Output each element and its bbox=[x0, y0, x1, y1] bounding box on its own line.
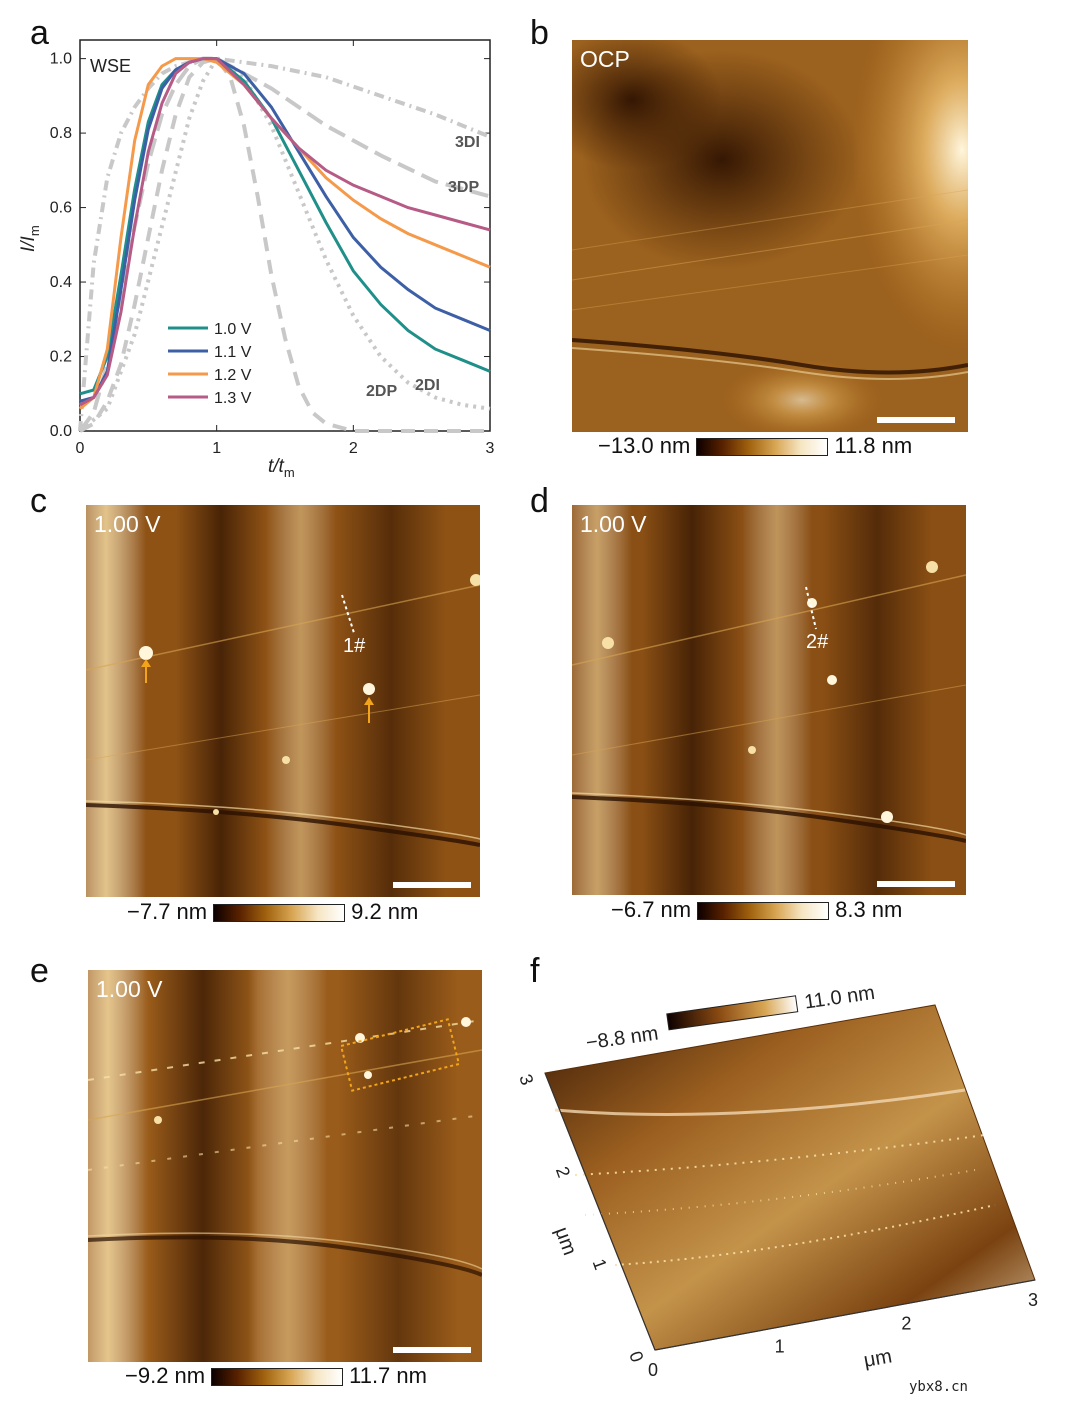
y-tick-label: 0.8 bbox=[50, 125, 72, 142]
model-label-2di: 2DI bbox=[415, 377, 440, 394]
colorbar-d-min: −6.7 nm bbox=[611, 897, 692, 922]
panel-label-f: f bbox=[530, 952, 540, 990]
panel-label-e: e bbox=[30, 952, 49, 990]
panel-label-b: b bbox=[530, 14, 549, 52]
x-tick-label: 1 bbox=[212, 440, 221, 457]
y-tick-label: 0.0 bbox=[50, 423, 72, 440]
scale-bar-d bbox=[877, 881, 955, 887]
x-tick-label-f: 0 bbox=[648, 1360, 658, 1380]
afm-topography-e bbox=[88, 970, 482, 1362]
data-series bbox=[79, 57, 491, 410]
x-tick-label: 0 bbox=[76, 440, 85, 457]
legend: 1.0 V 1.1 V 1.2 V 1.3 V bbox=[168, 321, 252, 407]
afm-tag-d: 1.00 V bbox=[580, 511, 647, 537]
chart-ticks: 0 1 2 3 0.0 0.2 0.4 0.6 0.8 1.0 bbox=[50, 40, 495, 457]
colorbar-e-min: −9.2 nm bbox=[125, 1363, 206, 1388]
colorbar-b-max: 11.8 nm bbox=[834, 433, 913, 458]
colorbar-c-gradient bbox=[213, 904, 346, 923]
y-axis-unit-f: μm bbox=[550, 1224, 580, 1258]
series-line-13V bbox=[79, 57, 491, 407]
marker-2: 2# bbox=[806, 631, 829, 653]
y-tick-label: 0.2 bbox=[50, 349, 72, 366]
colorbar-d-max: 8.3 nm bbox=[835, 897, 903, 922]
colorbar-f-gradient bbox=[666, 995, 799, 1031]
colorbar-c-max: 9.2 nm bbox=[351, 899, 419, 924]
colorbar-e-gradient bbox=[211, 1368, 344, 1387]
panel-label-a: a bbox=[30, 14, 49, 52]
scale-bar-c bbox=[393, 882, 471, 888]
x-axis-label: t/tm bbox=[268, 456, 295, 480]
colorbar-b-min: −13.0 nm bbox=[598, 433, 691, 458]
colorbar-e-max: 11.7 nm bbox=[349, 1363, 427, 1388]
afm-image-c: 1.00 V 1# bbox=[86, 505, 480, 897]
colorbar-b-gradient bbox=[696, 438, 829, 457]
x-tick-label-f: 3 bbox=[1028, 1290, 1038, 1310]
legend-label: 1.1 V bbox=[214, 344, 252, 361]
panel-label-d: d bbox=[530, 482, 549, 520]
watermark: ybx8.cn bbox=[908, 1379, 968, 1395]
y-tick-label-f: 3 bbox=[515, 1072, 537, 1088]
colorbar-d-gradient bbox=[697, 902, 830, 921]
colorbar-f-min: −8.8 nm bbox=[585, 1022, 660, 1054]
colorbar-b: −13.0 nm 11.8 nm bbox=[598, 433, 912, 459]
surface-3d bbox=[544, 1004, 1036, 1351]
y-tick-label: 1.0 bbox=[50, 51, 72, 68]
x-axis-unit-f: μm bbox=[862, 1345, 894, 1372]
afm-tag-c: 1.00 V bbox=[94, 511, 161, 537]
x-tick-label-f: 2 bbox=[901, 1313, 911, 1333]
x-tick-label: 3 bbox=[486, 440, 495, 457]
legend-label: 1.3 V bbox=[214, 390, 252, 407]
afm-topography-c bbox=[86, 505, 480, 897]
marker-1: 1# bbox=[343, 635, 366, 657]
model-label-2dp: 2DP bbox=[366, 383, 397, 400]
legend-label: 1.2 V bbox=[214, 367, 252, 384]
y-tick-label-f: 2 bbox=[552, 1164, 574, 1180]
afm-image-b: OCP bbox=[572, 40, 968, 432]
scale-bar-e bbox=[393, 1347, 471, 1353]
plot-frame bbox=[79, 39, 491, 432]
colorbar-e: −9.2 nm 11.7 nm bbox=[125, 1363, 427, 1389]
y-axis-label: I/Im bbox=[18, 225, 42, 252]
colorbar-f-max: 11.0 nm bbox=[803, 982, 876, 1014]
y-tick-label: 0.4 bbox=[50, 274, 72, 291]
legend-label: 1.0 V bbox=[214, 321, 252, 338]
colorbar-c-min: −7.7 nm bbox=[127, 899, 208, 924]
x-tick-label-f: 1 bbox=[775, 1337, 785, 1357]
series-line-12V bbox=[79, 57, 491, 410]
y-tick-label-f: 0 bbox=[625, 1349, 647, 1365]
scale-bar-b bbox=[877, 417, 955, 423]
afm-tag-e: 1.00 V bbox=[96, 976, 163, 1002]
colorbar-f: −8.8 nm 11.0 nm bbox=[585, 982, 877, 1054]
y-tick-label: 0.6 bbox=[50, 200, 72, 217]
afm-3d-f: −8.8 nm 11.0 nm 0 1 2 3 0 1 2 3 μm μm bbox=[515, 982, 1038, 1380]
afm-image-d: 1.00 V 2# bbox=[572, 505, 966, 895]
model-label-3dp: 3DP bbox=[448, 179, 479, 196]
afm-topography-b bbox=[572, 40, 968, 432]
model-label-3di: 3DI bbox=[455, 134, 480, 151]
afm-tag-b: OCP bbox=[580, 46, 630, 72]
panel-label-c: c bbox=[30, 482, 47, 520]
y-tick-label-f: 1 bbox=[589, 1256, 611, 1272]
colorbar-d: −6.7 nm 8.3 nm bbox=[611, 897, 902, 923]
colorbar-c: −7.7 nm 9.2 nm bbox=[127, 899, 418, 925]
x-tick-label: 2 bbox=[349, 440, 358, 457]
afm-topography-d bbox=[572, 505, 966, 895]
afm-image-e: 1.00 V bbox=[88, 970, 482, 1362]
chart-a: 0 1 2 3 0.0 0.2 0.4 0.6 0.8 1.0 WSE 1.0 V 1.1 V 1.2… bbox=[18, 39, 495, 480]
model-curve-3di bbox=[78, 56, 491, 432]
chart-title: WSE bbox=[90, 56, 131, 76]
